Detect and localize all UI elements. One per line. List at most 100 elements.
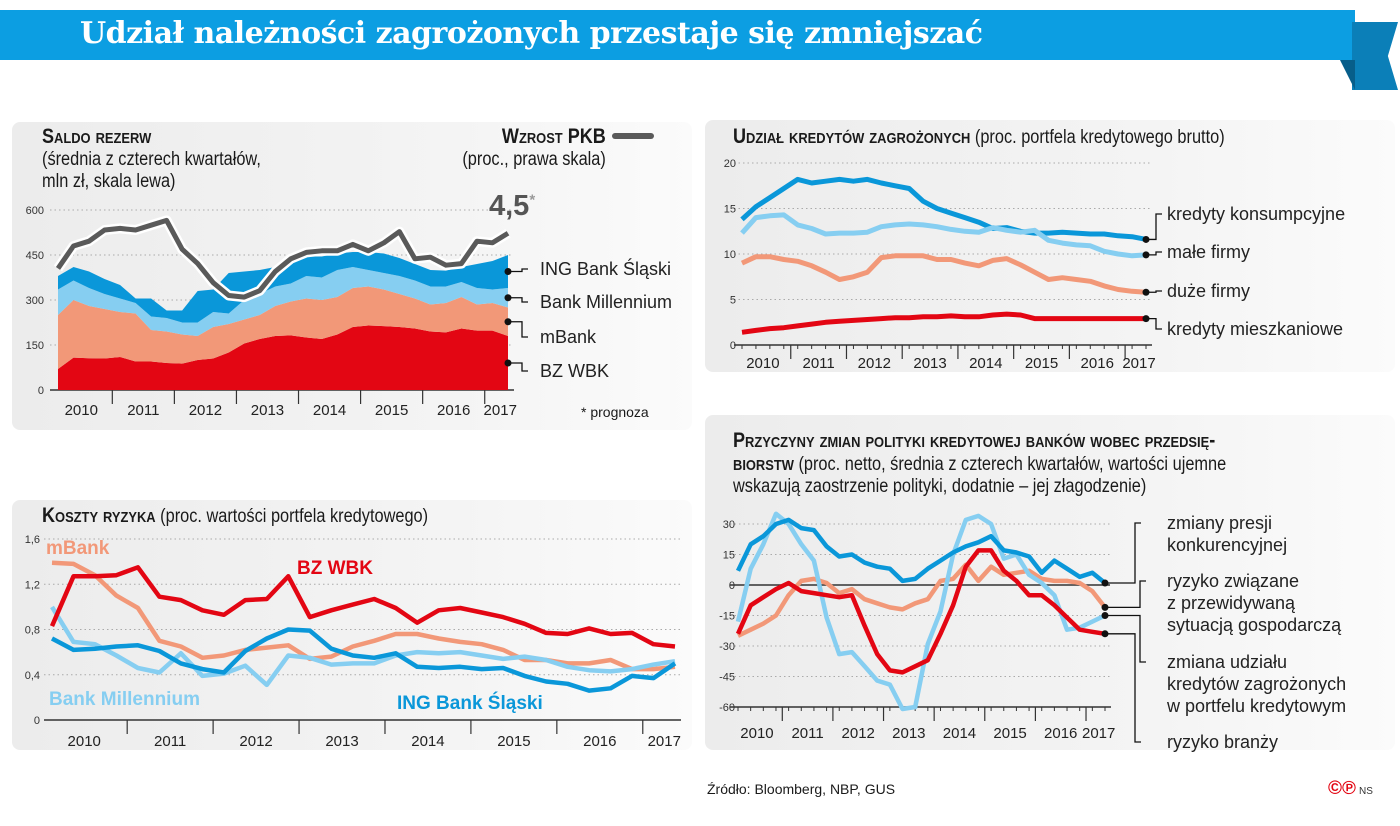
gdp-legend-title: Wzrost PKB — [502, 125, 606, 148]
gdp-last-value-text: 4,5 — [489, 190, 530, 222]
chart4-label-presja: zmiany presji konkurencyjnej — [1167, 513, 1288, 555]
chart1-label-millennium: Bank Millennium — [540, 292, 673, 312]
source-note: Źródło: Bloomberg, NBP, GUS — [707, 781, 896, 797]
chart2-title-block: Udział kredytów zagrożonych (proc. portf… — [733, 126, 1225, 149]
chart4-xtick-label: 2013 — [892, 725, 925, 742]
chart4-subtitle: (proc. netto, średnia z czterech kwartał… — [733, 454, 1227, 497]
chart2-xtick-label: 2012 — [858, 355, 891, 372]
chart1-ing-bank-lski-connector — [508, 268, 528, 273]
chart4-label-ryzyko-branzy: ryzyko branży — [1167, 732, 1279, 752]
chart4-xtick-label: 2014 — [943, 725, 976, 742]
title-banner — [0, 10, 1355, 60]
gdp-legend-subtitle: (proc., prawa skala) — [462, 149, 606, 170]
chart2-line-kredyty-mieszkaniowe — [741, 311, 1146, 335]
gdp-legend-swatch — [612, 133, 654, 139]
chart2-ytick-label: 20 — [724, 158, 736, 170]
chart4-ryzyko-zwizane-connector — [1105, 580, 1146, 609]
chart2-label-konsumpcyjne: kredyty konsumpcyjne — [1167, 204, 1346, 224]
chart4-line-zmiana-udziau — [735, 511, 1106, 712]
gdp-line — [55, 217, 510, 300]
chart3-xtick-label: 2010 — [68, 733, 101, 750]
chart1-ytick-label: 600 — [26, 205, 44, 217]
chart2-title: Udział kredytów zagrożonych — [733, 125, 971, 148]
chart1-bz-wbk-connector — [508, 362, 528, 372]
chart4-zmiana-udziau-connector — [1105, 614, 1146, 663]
chart1-mbank-connector — [508, 321, 528, 338]
chart3-label-mbank: mBank — [46, 538, 110, 559]
chart1-area-ing-bank-lski — [58, 252, 508, 323]
chart4-ytick-label: 0 — [729, 580, 735, 592]
chart3-line-bz-wbk — [49, 565, 676, 649]
chart4-ytick-label: -60 — [719, 702, 735, 714]
chart3-title: Koszty ryzyka — [42, 504, 156, 527]
chart1-label-bzwbk: BZ WBK — [540, 361, 610, 381]
chart1-xtick-label: 2013 — [251, 402, 284, 419]
gdp-legend: Wzrost PKB (proc., prawa skala) — [463, 126, 606, 171]
chart2-xtick-label: 2017 — [1122, 355, 1155, 372]
chart1-xtick-label: 2011 — [127, 402, 159, 419]
chart2-ytick-label: 15 — [724, 204, 736, 216]
chart2-line-kredyty-konsumpcyjne — [740, 176, 1147, 242]
chart1-footnote: * prognoza — [581, 404, 649, 420]
chart4-axes: -60 -45 -30 -15 0 15 30 2010 2011 2012 2013 2014 201… — [719, 519, 1115, 742]
chart3-title-block: Koszty ryzyka (proc. wartości portfela k… — [42, 505, 428, 528]
chart2-mae-firmy-connector — [1146, 251, 1162, 256]
chart1-xtick-label: 2012 — [189, 402, 222, 419]
chart4-line-zmiany-presji — [735, 517, 1107, 585]
chart4-xtick-label: 2011 — [791, 725, 823, 742]
chart4-line-ryzyko-zwizane — [737, 562, 1107, 638]
chart1-xtick-label: 2010 — [65, 402, 98, 419]
chart1-area-bank-millennium — [58, 267, 508, 336]
chart1-xtick-label: 2017 — [484, 402, 517, 419]
chart3-xtick-label: 2011 — [154, 733, 186, 750]
chart3-label-millennium: Bank Millennium — [49, 689, 200, 710]
chart4-label-kredyty-zagrozone: zmiana udziału kredytów zagrożonych w po… — [1167, 652, 1347, 716]
chart1-subtitle: (średnia z czterech kwartałów, mln zł, s… — [42, 149, 261, 192]
chart1-ytick-label: 450 — [26, 250, 44, 262]
chart3-line-ing-bank-lski — [50, 627, 677, 693]
chart1-ytick-label: 300 — [26, 295, 44, 307]
chart3-ytick-label: 0,4 — [25, 670, 40, 682]
chart3-xtick-label: 2015 — [497, 733, 530, 750]
chart1-label-ing: ING Bank Śląski — [540, 259, 672, 279]
chart3-label-ing: ING Bank Śląski — [397, 693, 543, 714]
chart2-ytick-label: 10 — [724, 249, 736, 261]
chart4-line-ryzyko-brany — [735, 548, 1106, 675]
page-title: Udział należności zagrożonych przestaje … — [80, 16, 983, 51]
chart4-ytick-label: 30 — [723, 519, 735, 531]
chart3-xtick-label: 2013 — [325, 733, 358, 750]
chart2-xtick-label: 2016 — [1081, 355, 1114, 372]
chart2-label-mieszkaniowe: kredyty mieszkaniowe — [1167, 319, 1344, 339]
chart4-ytick-label: -15 — [719, 611, 735, 623]
chart3-ytick-label: 0 — [34, 715, 40, 727]
chart4-title-block: Przyczyny zmian polityki kredytowej bank… — [733, 430, 1226, 498]
chart4-xtick-label: 2015 — [993, 725, 1026, 742]
chart1-area-mbank — [58, 286, 508, 369]
chart1-ytick-label: 0 — [38, 385, 44, 397]
chart2-line-due-firmy — [740, 253, 1147, 295]
chart4-title: Przyczyny zmian polityki kredytowej bank… — [733, 429, 1216, 475]
chart1-label-mbank: mBank — [540, 327, 597, 347]
chart4-label-sytuacja: ryzyko związane z przewidywaną sytuacją … — [1167, 571, 1342, 635]
chart1-xtick-label: 2016 — [437, 402, 470, 419]
chart1-xtick-label: 2015 — [375, 402, 408, 419]
chart3-line-mbank — [51, 560, 676, 672]
chart3-xtick-label: 2016 — [583, 733, 616, 750]
chart2-xtick-label: 2013 — [913, 355, 946, 372]
chart1-title: Saldo rezerw — [42, 125, 152, 148]
chart3-ytick-label: 0,8 — [25, 625, 40, 637]
publisher-logo: ©℗ NS — [1328, 778, 1373, 800]
chart4-ryzyko-brany-connector — [1105, 633, 1141, 743]
chart2-kredyty-mieszkaniowe-connector — [1146, 317, 1162, 330]
chart2-ytick-label: 5 — [730, 295, 736, 307]
chart4-xtick-label: 2017 — [1082, 725, 1115, 742]
chart3-xtick-label: 2017 — [648, 733, 681, 750]
chart1-xtick-label: 2014 — [313, 402, 346, 419]
chart2-xtick-label: 2014 — [969, 355, 1002, 372]
chart1-title-block: Saldo rezerw (średnia z czterech kwartałó… — [42, 126, 261, 193]
chart2-xtick-label: 2010 — [746, 355, 779, 372]
author-initials: NS — [1359, 786, 1373, 797]
chart2-line-mae-firmy — [740, 212, 1147, 259]
chart2-kredyty-konsumpcyjne-connector — [1146, 213, 1162, 241]
